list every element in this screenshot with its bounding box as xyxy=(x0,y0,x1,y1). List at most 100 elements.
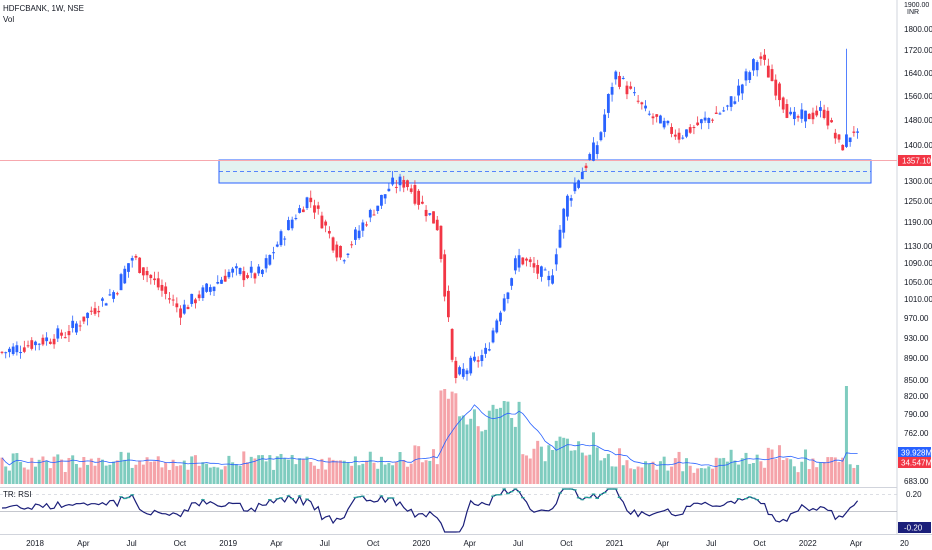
volume-bar xyxy=(476,426,480,484)
price-axis[interactable]: 1800.00 1720.00 1640.00 1560.00 1480.00 1400.… xyxy=(904,25,932,486)
volume-bar xyxy=(647,463,651,484)
candle-body xyxy=(811,112,815,120)
candle-body xyxy=(748,72,752,81)
candle-body xyxy=(580,171,584,180)
candle-body xyxy=(394,186,398,188)
candle-body xyxy=(63,337,67,339)
candle-body xyxy=(621,77,625,79)
candle-body xyxy=(778,83,781,101)
candle-body xyxy=(473,356,476,361)
symbol-line[interactable]: HDFCBANK, 1W, NSE xyxy=(3,4,84,13)
candle-body xyxy=(588,154,592,160)
volume-bar xyxy=(774,459,778,484)
candle-body xyxy=(781,97,785,110)
volume-legend[interactable]: Vol xyxy=(3,15,15,24)
volume-bar xyxy=(454,393,458,484)
volume-bar xyxy=(513,426,517,484)
volume-bar xyxy=(722,457,726,484)
candle-body xyxy=(833,132,837,139)
candle-body xyxy=(48,341,52,344)
volume-bar xyxy=(353,456,357,484)
time-tick-label: 2018 xyxy=(26,539,44,548)
volume-bar xyxy=(711,468,715,484)
candle-body xyxy=(640,102,644,105)
candle-body xyxy=(629,86,633,89)
candle-body xyxy=(726,105,729,107)
candle-body xyxy=(153,278,156,281)
volume-bar xyxy=(316,468,320,484)
volume-bar xyxy=(625,460,629,484)
volume-bar xyxy=(294,464,298,484)
candle-body xyxy=(108,294,112,296)
volume-bar xyxy=(71,455,75,484)
candle-body xyxy=(692,127,696,129)
volume-bar xyxy=(119,451,123,484)
candle-body xyxy=(249,266,253,273)
candle-body xyxy=(234,266,238,269)
current-price-tag xyxy=(898,155,931,166)
price-tick-label: 820.00 xyxy=(904,392,929,401)
candle-body xyxy=(476,360,480,362)
rsi-line xyxy=(1,487,859,533)
volume-bar xyxy=(432,449,436,484)
candle-body xyxy=(4,352,8,354)
rsi-label: TR: RSI xyxy=(3,490,31,499)
volume-bar xyxy=(268,455,272,484)
volume-bar xyxy=(800,461,804,484)
price-tick-label: 1300.00 xyxy=(904,177,932,186)
candle-body xyxy=(406,180,409,188)
candle-body xyxy=(305,197,309,209)
time-tick-label: Apr xyxy=(850,539,863,548)
volume-bar xyxy=(770,449,774,484)
candle-body xyxy=(856,131,859,133)
volume-bar xyxy=(175,466,179,484)
time-tick-label: Apr xyxy=(77,539,90,548)
candle-body xyxy=(543,269,547,271)
candle-body xyxy=(331,237,335,251)
candle-body xyxy=(465,370,469,375)
volume-bar xyxy=(692,472,696,484)
candle-body xyxy=(513,258,517,271)
candle-body xyxy=(324,221,328,226)
candle-body xyxy=(603,114,607,132)
candle-body xyxy=(82,316,86,322)
candle-body xyxy=(595,145,599,155)
candle-body xyxy=(309,197,313,203)
candle-body xyxy=(186,306,190,310)
time-axis[interactable]: 2018 Apr Jul Oct 2019 Apr Jul Oct 2020 Apr Jul Oct 2… xyxy=(26,539,909,548)
time-tick-label: Apr xyxy=(657,539,670,548)
candle-body xyxy=(354,229,357,240)
candle-body xyxy=(208,287,212,292)
volume-bar xyxy=(283,458,287,484)
volume-bar xyxy=(551,449,555,484)
candle-body xyxy=(134,255,138,258)
volume-bar xyxy=(543,461,547,484)
candle-body xyxy=(841,144,845,151)
volume-bar xyxy=(673,458,677,484)
volume-bar xyxy=(342,460,346,484)
time-tick-label: Oct xyxy=(367,539,380,548)
candle-body xyxy=(164,286,168,294)
volume-bar xyxy=(502,400,506,484)
candle-body xyxy=(837,134,841,140)
candle-body xyxy=(216,281,220,284)
candle-body xyxy=(242,271,246,281)
volume-bar xyxy=(171,459,175,484)
volume-bar xyxy=(565,438,569,484)
candle-body xyxy=(342,260,346,262)
time-tick-label: Oct xyxy=(753,539,766,548)
volume-bar xyxy=(201,462,205,484)
candle-body xyxy=(677,132,681,140)
candle-body xyxy=(633,92,636,94)
volume-bar xyxy=(763,467,767,484)
volume-bar xyxy=(751,463,755,484)
volume-bar xyxy=(219,469,223,484)
candle-body xyxy=(606,94,610,113)
volume-bar xyxy=(532,448,536,484)
candle-body xyxy=(499,312,502,322)
volume-bar xyxy=(7,470,11,484)
candle-body xyxy=(584,165,588,169)
price-tick-label: 762.00 xyxy=(904,429,929,438)
candle-body xyxy=(123,268,127,284)
